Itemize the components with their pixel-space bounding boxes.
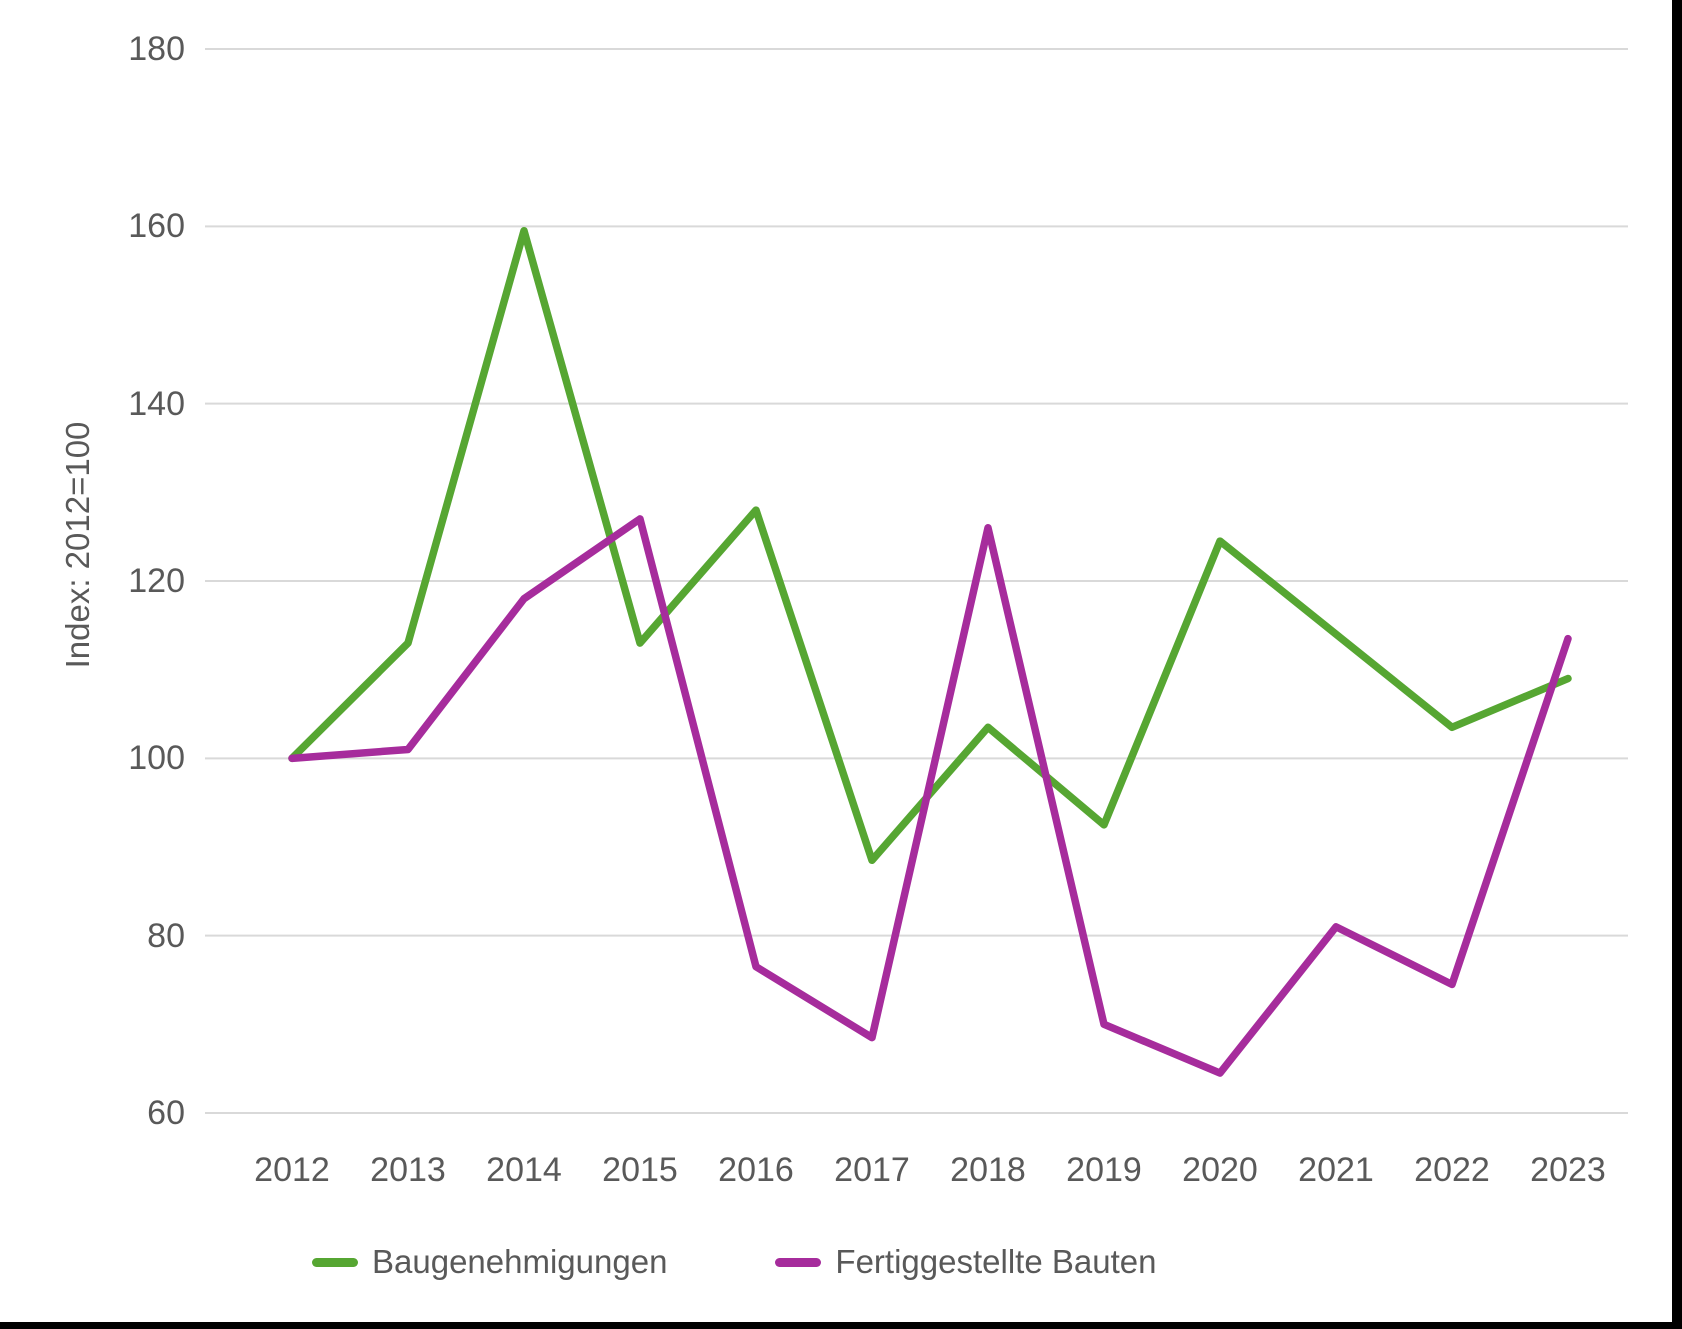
- x-tick-label-2014: 2014: [486, 1151, 562, 1189]
- y-axis-title: Index: 2012=100: [59, 421, 96, 669]
- y-tick-label-100: 100: [128, 739, 185, 778]
- line-chart-canvas: [205, 48, 1628, 1114]
- y-tick-label-60: 60: [147, 1094, 185, 1132]
- legend-swatch-green-line-icon: [312, 1257, 358, 1267]
- y-tick-label-80: 80: [147, 916, 185, 955]
- plot-area: [205, 48, 1628, 1114]
- x-tick-label-2017: 2017: [834, 1151, 910, 1189]
- y-tick-label-140: 140: [128, 384, 185, 423]
- y-tick-label-180: 180: [128, 30, 185, 68]
- legend-item-baugenehmigungen: Baugenehmigungen: [312, 1243, 667, 1281]
- x-tick-label-2018: 2018: [950, 1151, 1026, 1189]
- series-line-fertiggestellte-bauten: [288, 515, 1572, 1077]
- legend-label-baugenehmigungen: Baugenehmigungen: [372, 1243, 668, 1280]
- legend-swatch-purple-line-icon: [775, 1257, 822, 1267]
- x-tick-label-2012: 2012: [254, 1151, 330, 1189]
- legend: Baugenehmigungen Fertiggestellte Bauten: [312, 1243, 1156, 1281]
- legend-label-fertiggestellte-bauten: Fertiggestellte Bauten: [835, 1243, 1157, 1280]
- x-tick-label-2013: 2013: [370, 1151, 446, 1189]
- x-tick-label-2020: 2020: [1182, 1151, 1258, 1189]
- x-tick-label-2016: 2016: [718, 1151, 794, 1189]
- x-tick-label-2023: 2023: [1530, 1151, 1606, 1189]
- y-tick-label-160: 160: [128, 207, 185, 246]
- y-tick-label-120: 120: [128, 562, 185, 600]
- legend-item-fertiggestellte-bauten: Fertiggestellte Bauten: [775, 1243, 1156, 1281]
- x-tick-label-2019: 2019: [1066, 1151, 1142, 1189]
- x-tick-label-2021: 2021: [1298, 1151, 1374, 1189]
- x-tick-label-2015: 2015: [602, 1151, 678, 1189]
- x-tick-label-2022: 2022: [1414, 1151, 1490, 1189]
